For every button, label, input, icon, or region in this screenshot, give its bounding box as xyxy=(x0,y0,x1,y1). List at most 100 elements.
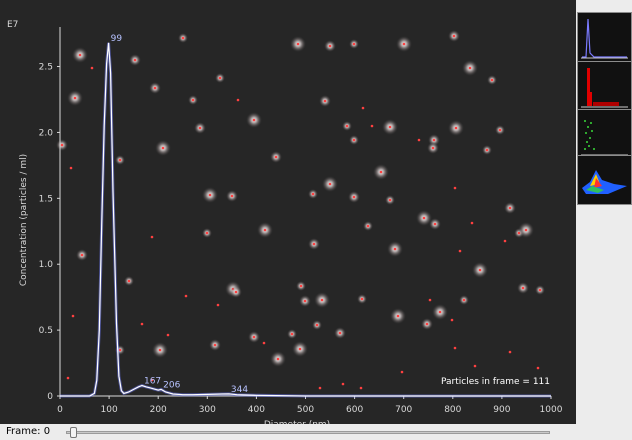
particle-marker xyxy=(396,314,400,318)
peak-label: 99 xyxy=(111,34,123,44)
particle-marker xyxy=(453,346,457,350)
particle-marker xyxy=(158,348,162,352)
particle-marker xyxy=(262,341,266,345)
particle-marker xyxy=(140,322,144,326)
particle-marker xyxy=(320,298,324,302)
particle-marker xyxy=(60,143,64,147)
y-tick-label: 0.5 xyxy=(39,326,53,336)
particle-marker xyxy=(536,366,540,370)
particle-marker xyxy=(498,128,502,132)
particles-in-frame-label: Particles in frame = 111 xyxy=(441,377,550,387)
particle-marker xyxy=(438,310,442,314)
3d-plot-thumbnail[interactable] xyxy=(577,155,632,205)
scale-label: E7 xyxy=(7,20,18,30)
particle-marker xyxy=(503,239,507,243)
y-tick-label: 1.5 xyxy=(39,194,53,204)
particle-marker xyxy=(352,195,356,199)
particle-marker xyxy=(366,224,370,228)
particle-marker xyxy=(453,186,457,190)
intensity-thumbnail[interactable] xyxy=(577,61,632,111)
particle-marker xyxy=(388,198,392,202)
intensity-thumbnail-icon xyxy=(578,62,631,110)
y-tick-label: 2.5 xyxy=(39,63,53,73)
particle-marker xyxy=(431,146,435,150)
scatter-thumbnail[interactable] xyxy=(577,109,632,159)
particle-marker xyxy=(370,124,374,128)
x-tick-label: 800 xyxy=(444,405,461,415)
particle-marker xyxy=(150,378,154,382)
3d-plot-thumbnail-icon xyxy=(578,156,631,204)
particle-marker xyxy=(299,284,303,288)
particle-marker xyxy=(312,242,316,246)
particle-marker xyxy=(338,331,342,335)
particle-marker xyxy=(303,299,307,303)
particle-marker xyxy=(80,253,84,257)
particle-marker xyxy=(345,124,349,128)
frame-label: Frame: 0 xyxy=(6,426,51,437)
particle-marker xyxy=(458,249,462,253)
particle-marker xyxy=(400,370,404,374)
scatter-thumbnail-icon xyxy=(578,110,631,158)
x-tick-label: 200 xyxy=(150,405,167,415)
particle-marker xyxy=(388,125,392,129)
particle-marker xyxy=(361,106,365,110)
x-tick-label: 0 xyxy=(57,405,63,415)
particle-marker xyxy=(166,333,170,337)
x-tick-label: 900 xyxy=(493,405,510,415)
particle-marker xyxy=(508,350,512,354)
particle-marker xyxy=(153,86,157,90)
particle-marker xyxy=(428,298,432,302)
particle-marker xyxy=(276,357,280,361)
y-tick-label: 1.0 xyxy=(39,260,54,270)
particle-marker xyxy=(218,76,222,80)
particle-marker xyxy=(473,364,477,368)
y-axis-label: Concentration (particles / ml) xyxy=(19,154,29,286)
x-tick-label: 500 xyxy=(297,405,314,415)
particle-marker xyxy=(208,193,212,197)
particle-marker xyxy=(191,98,195,102)
x-tick-label: 1000 xyxy=(540,405,563,415)
peak-label: 206 xyxy=(163,380,180,390)
particle-marker xyxy=(433,222,437,226)
particle-marker xyxy=(290,332,294,336)
particle-marker xyxy=(359,386,363,390)
particle-marker xyxy=(234,290,238,294)
particle-marker xyxy=(432,138,436,142)
particle-marker xyxy=(341,382,345,386)
particle-marker xyxy=(450,318,454,322)
y-tick-label: 0 xyxy=(47,392,53,402)
peak-label: 344 xyxy=(231,385,248,395)
particle-marker xyxy=(328,182,332,186)
particle-marker xyxy=(468,66,472,70)
particle-marker xyxy=(328,44,332,48)
particle-marker xyxy=(198,126,202,130)
video-background xyxy=(0,0,576,424)
particle-marker xyxy=(298,347,302,351)
particle-marker xyxy=(478,268,482,272)
particle-marker xyxy=(263,228,267,232)
y-tick-label: 2.0 xyxy=(39,128,54,138)
frame-slider[interactable] xyxy=(66,427,550,438)
particle-marker xyxy=(184,294,188,298)
particle-marker xyxy=(417,138,421,142)
particle-marker xyxy=(69,166,73,170)
histogram-thumbnail[interactable] xyxy=(577,12,632,62)
particle-marker xyxy=(454,126,458,130)
x-tick-label: 400 xyxy=(248,405,265,415)
particle-marker xyxy=(205,231,209,235)
particle-layer xyxy=(56,30,545,390)
particle-marker xyxy=(311,192,315,196)
particle-marker xyxy=(213,343,217,347)
particle-marker xyxy=(90,66,94,70)
particle-marker xyxy=(393,247,397,251)
particle-marker xyxy=(508,206,512,210)
particle-marker xyxy=(538,288,542,292)
particle-marker xyxy=(425,322,429,326)
frame-slider-track[interactable] xyxy=(66,431,550,434)
particle-marker xyxy=(360,297,364,301)
frame-slider-thumb[interactable] xyxy=(70,427,77,438)
particle-marker xyxy=(521,286,525,290)
particle-marker xyxy=(470,221,474,225)
particle-marker xyxy=(216,303,220,307)
